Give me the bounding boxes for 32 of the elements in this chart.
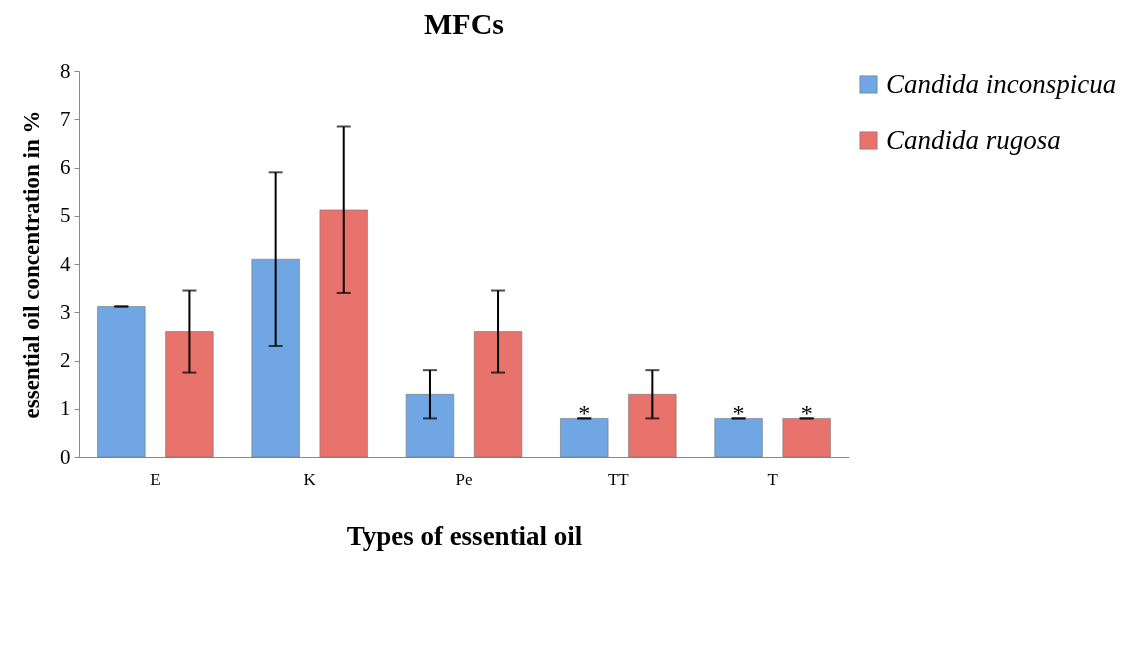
y-tick-label: 5 [60, 203, 71, 228]
bar [405, 393, 455, 458]
y-tick-label: 3 [60, 299, 71, 324]
bar [97, 306, 146, 458]
bar [628, 393, 677, 458]
bar [165, 331, 214, 458]
y-tick-label: 8 [60, 58, 71, 83]
y-tick-label: 4 [60, 251, 71, 276]
bar [319, 209, 368, 458]
data-label: * [732, 400, 745, 427]
legend-label: Candida rugosa [886, 124, 1061, 155]
x-tick-label: T [767, 469, 779, 489]
bar [560, 418, 609, 458]
y-tick-label: 7 [60, 106, 71, 131]
data-label: * [578, 400, 591, 427]
x-tick-label: TT [607, 469, 630, 489]
bar [473, 331, 523, 458]
bar [782, 418, 831, 458]
x-tick-label: E [150, 469, 161, 489]
y-tick-label: 1 [60, 396, 71, 421]
y-axis-title: essential oil concentration in % [19, 110, 44, 419]
y-tick-label: 0 [60, 444, 71, 469]
bar [251, 258, 300, 458]
data-label: * [800, 400, 813, 427]
y-tick-label: 2 [60, 348, 71, 372]
y-tick-label: 6 [60, 155, 71, 179]
x-tick-label: Pe [455, 469, 473, 489]
x-tick-label: K [303, 469, 317, 489]
bar [714, 418, 763, 458]
chart-title: MFCs [424, 7, 504, 40]
legend-label: Candida inconspicua [886, 68, 1117, 99]
x-axis-title: Types of essential oil [346, 520, 583, 551]
